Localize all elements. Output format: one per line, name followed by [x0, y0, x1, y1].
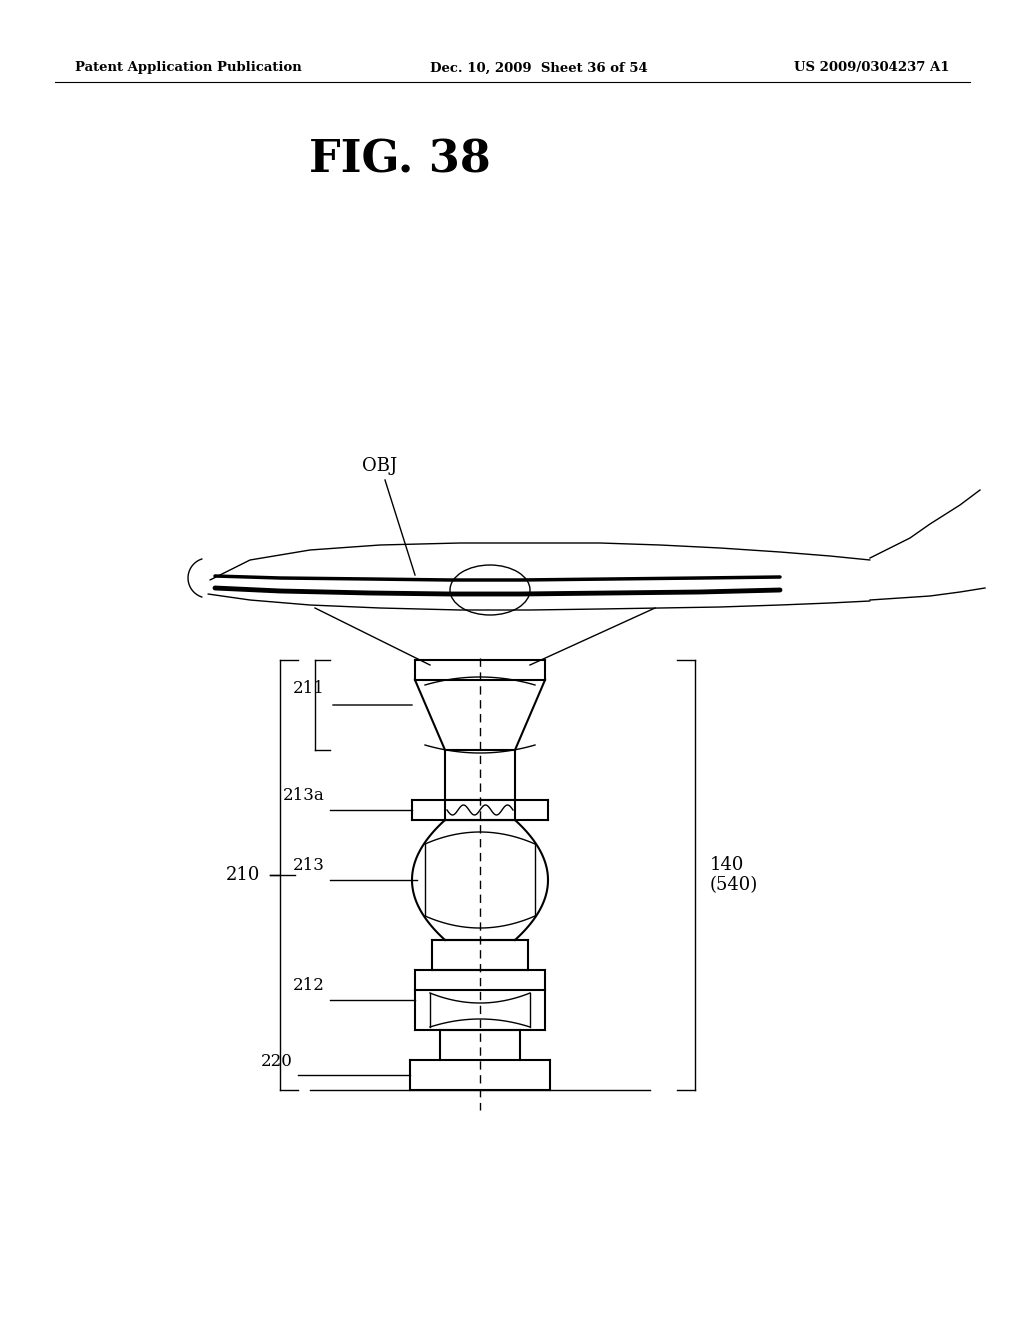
Text: Dec. 10, 2009  Sheet 36 of 54: Dec. 10, 2009 Sheet 36 of 54 [430, 62, 648, 74]
Text: 212: 212 [293, 977, 325, 994]
Text: 210: 210 [225, 866, 260, 884]
Text: 211: 211 [293, 680, 325, 697]
Text: Patent Application Publication: Patent Application Publication [75, 62, 302, 74]
Text: 213a: 213a [284, 787, 325, 804]
Text: 213: 213 [293, 857, 325, 874]
Text: US 2009/0304237 A1: US 2009/0304237 A1 [795, 62, 950, 74]
Text: 220: 220 [261, 1053, 293, 1071]
Text: OBJ: OBJ [362, 457, 397, 475]
Text: FIG. 38: FIG. 38 [309, 139, 490, 181]
Text: 140
(540): 140 (540) [710, 855, 758, 895]
